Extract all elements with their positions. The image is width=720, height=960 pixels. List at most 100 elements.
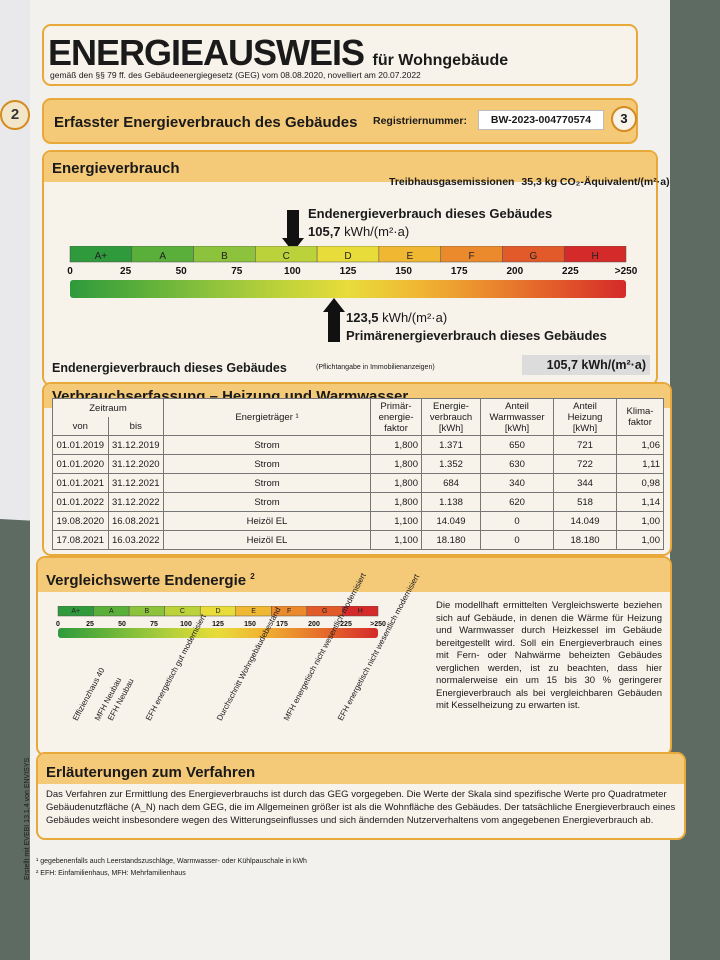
- page-title: ENERGIEAUSWEIS: [48, 32, 365, 73]
- section-title: Erfasster Energieverbrauch des Gebäudes: [54, 114, 358, 131]
- table-cell: 344: [553, 473, 617, 493]
- col-warmwasser: Anteil Warmwasser [kWh]: [480, 398, 554, 436]
- table-cell: 1,800: [370, 473, 422, 493]
- ghg-line: Treibhausgasemissionen 35,3 kg CO₂-Äquiv…: [389, 176, 670, 188]
- table-cell: 19.08.2020: [52, 511, 109, 531]
- table-cell: 518: [553, 492, 617, 512]
- scale-tick-label: 150: [244, 621, 256, 628]
- energy-consumption-title: Energieverbrauch: [52, 160, 180, 177]
- table-cell: 31.12.2020: [107, 454, 164, 474]
- class-label: C: [180, 608, 185, 615]
- table-cell: 01.01.2020: [52, 454, 109, 474]
- comparison-text: Die modellhaft ermittelten Vergleichswer…: [436, 600, 662, 711]
- summary-value: 105,7 kWh/(m²·a): [522, 355, 650, 375]
- table-cell: 14.049: [421, 511, 481, 531]
- table-cell: 01.01.2019: [52, 435, 109, 455]
- scale-tick-label: 75: [231, 266, 243, 277]
- ghg-value: 35,3: [521, 176, 542, 188]
- table-cell: 1,00: [616, 511, 664, 531]
- class-label: A+: [95, 251, 108, 262]
- primary-energy-label: Primärenergieverbrauch dieses Gebäudes: [346, 328, 607, 343]
- table-cell: 1,800: [370, 435, 422, 455]
- scale-tick-label: 75: [150, 621, 158, 628]
- scale-tick-label: 200: [506, 266, 523, 277]
- table-cell: 1,11: [616, 454, 664, 474]
- table-cell: Strom: [163, 492, 371, 512]
- scale-tick-label: 175: [276, 621, 288, 628]
- table-cell: 684: [421, 473, 481, 493]
- col-von: von: [52, 417, 109, 436]
- scale-tick-label: 0: [56, 621, 60, 628]
- explanation-panel: Erläuterungen zum Verfahren Das Verfahre…: [36, 752, 686, 840]
- class-label: F: [469, 251, 475, 262]
- table-cell: 650: [480, 435, 554, 455]
- final-energy-line: 105,7 kWh/(m²·a): [308, 224, 409, 239]
- table-cell: 14.049: [553, 511, 617, 531]
- final-energy-arrow: [282, 210, 306, 257]
- primary-energy-unit: kWh/(m²·a): [382, 310, 448, 325]
- legal-basis: gemäß den §§ 79 ff. des Gebäudeenergiege…: [50, 70, 421, 80]
- previous-page-number: 2: [0, 100, 30, 130]
- final-energy-label: Endenergieverbrauch dieses Gebäudes: [308, 206, 553, 221]
- col-energieverbrauch: Energie-verbrauch [kWh]: [421, 398, 481, 436]
- class-label: C: [283, 251, 290, 262]
- scale-tick-label: 125: [340, 266, 357, 277]
- consumption-record-panel: Verbrauchserfassung – Heizung und Warmwa…: [42, 382, 672, 556]
- table-cell: 1,00: [616, 530, 664, 550]
- class-band-H: [563, 246, 627, 263]
- scale-tick-label: 50: [176, 266, 188, 277]
- table-cell: 31.12.2019: [107, 435, 164, 455]
- registration-label: Registriernummer:: [373, 115, 467, 127]
- consumption-table: Zeitraum Energieträger ¹ Primär-energie-…: [52, 398, 664, 550]
- ghg-label: Treibhausgasemissionen: [389, 176, 515, 188]
- final-energy-unit: kWh/(m²·a): [344, 224, 410, 239]
- class-label: G: [529, 251, 537, 262]
- scale-tick-label: >250: [370, 621, 386, 628]
- explanation-header: Erläuterungen zum Verfahren: [38, 754, 684, 784]
- scale-tick-label: 100: [180, 621, 192, 628]
- energy-scale: A+ A B C D E F G H 0 25 50 75 100 125 150 175 200 225 >250: [67, 246, 638, 298]
- title-box: ENERGIEAUSWEIS für Wohngebäude gemäß den…: [42, 24, 638, 86]
- scale-tick-label: 25: [120, 266, 132, 277]
- table-cell: 0: [480, 511, 554, 531]
- scale-tick-label: >250: [615, 266, 638, 277]
- col-zeitraum: Zeitraum: [52, 398, 164, 417]
- primary-energy-line: 123,5 kWh/(m²·a): [346, 310, 447, 325]
- table-cell: Heizöl EL: [163, 530, 371, 550]
- primary-energy-arrow: [323, 298, 347, 347]
- table-cell: 722: [553, 454, 617, 474]
- comparison-label: Durchschnitt Wohngebäudebestand: [214, 605, 283, 723]
- table-cell: 721: [553, 435, 617, 455]
- section-bar: Erfasster Energieverbrauch des Gebäudes …: [42, 98, 638, 144]
- scale-tick-label: 25: [86, 621, 94, 628]
- table-cell: 31.12.2021: [107, 473, 164, 493]
- energy-consumption-header: Energieverbrauch: [44, 152, 656, 182]
- comparison-panel: Vergleichswerte Endenergie 2 A+ A B C D E F G H 0…: [36, 556, 672, 756]
- class-label: G: [322, 608, 327, 615]
- table-cell: 01.01.2022: [52, 492, 109, 512]
- primary-energy-value: 123,5: [346, 310, 379, 325]
- table-cell: 1.352: [421, 454, 481, 474]
- table-cell: 1,800: [370, 492, 422, 512]
- scale-tick-label: 100: [284, 266, 301, 277]
- table-cell: 1,800: [370, 454, 422, 474]
- explanation-title: Erläuterungen zum Verfahren: [46, 764, 256, 781]
- table-cell: 1.371: [421, 435, 481, 455]
- class-label: E: [406, 251, 413, 262]
- ghg-unit: kg CO₂-Äquivalent/(m²·a): [544, 176, 670, 188]
- col-primaerfaktor: Primär-energie-faktor: [370, 398, 422, 436]
- table-row: 01.01.2021 31.12.2021 Strom 1,800 684 340 344 0…: [52, 473, 664, 493]
- scale-tick-label: 225: [562, 266, 579, 277]
- comparison-header: Vergleichswerte Endenergie 2: [38, 558, 670, 592]
- summary-row: Endenergieverbrauch dieses Gebäudes (Pfl…: [44, 355, 656, 379]
- final-energy-value: 105,7: [308, 224, 341, 239]
- summary-label: Endenergieverbrauch dieses Gebäudes: [52, 361, 287, 375]
- table-cell: 1,06: [616, 435, 664, 455]
- table-cell: 01.01.2021: [52, 473, 109, 493]
- col-bis: bis: [107, 417, 164, 436]
- scale-tick-label: 50: [118, 621, 126, 628]
- comparison-scale: A+ A B C D E F G H 0 25 50 75 100 125 150 175 200 225 >250: [56, 606, 386, 638]
- table-cell: 18.180: [553, 530, 617, 550]
- table-cell: Heizöl EL: [163, 511, 371, 531]
- registration-number: BW-2023-004770574: [478, 110, 604, 130]
